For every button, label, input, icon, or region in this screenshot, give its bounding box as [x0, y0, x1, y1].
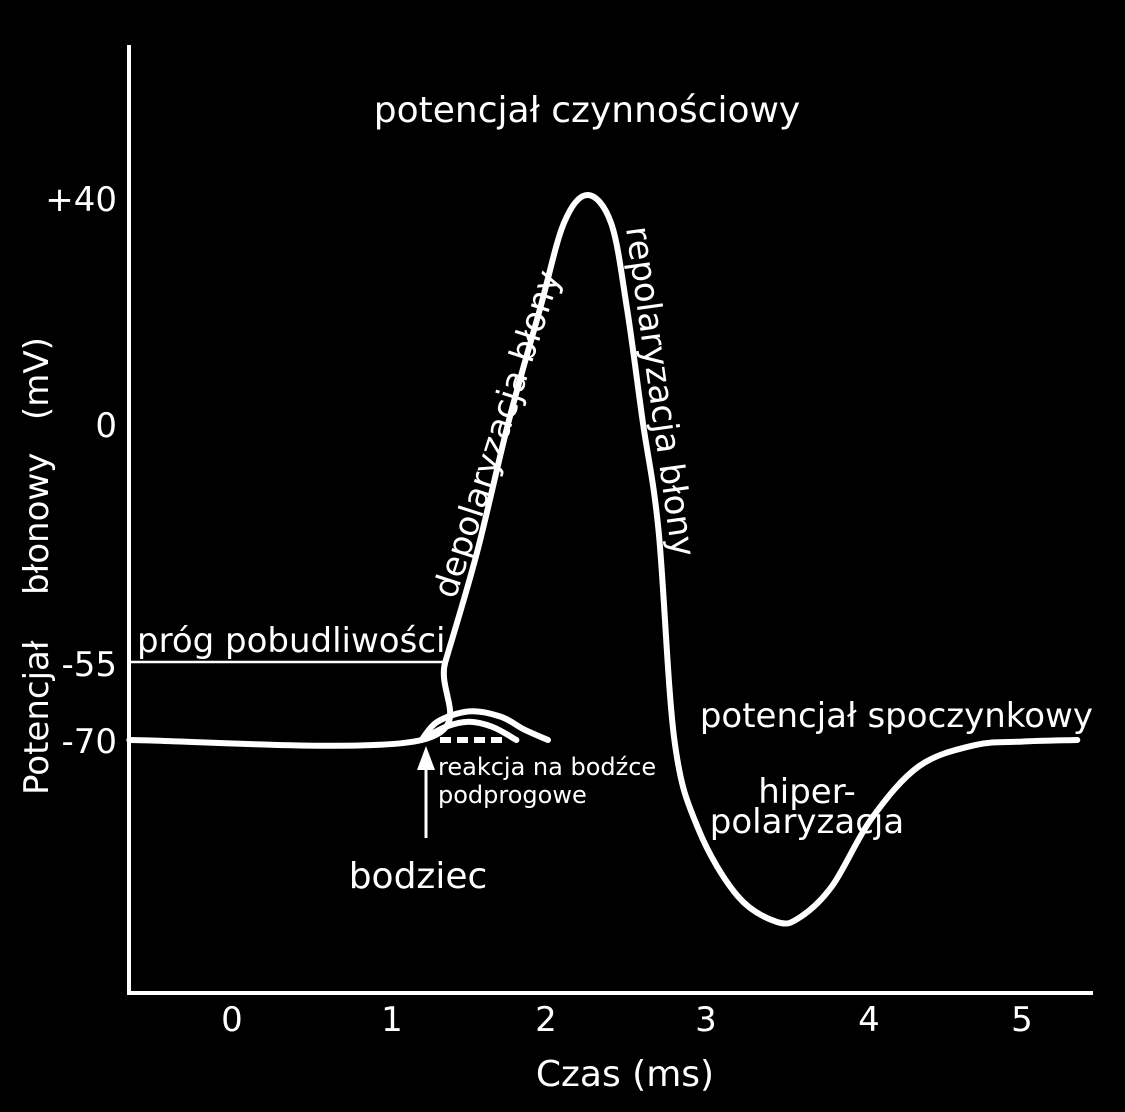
subthreshold-label-line1: reakcja na bodźce	[438, 753, 656, 781]
y-tick-label-minus70: -70	[61, 722, 117, 762]
y-axis-label-part1: Potencjał	[17, 640, 57, 795]
y-axis-label-part2: błonowy	[17, 453, 57, 595]
subthreshold-response-curve-1	[418, 708, 551, 743]
resting-potential-label: potencjał spoczynkowy	[700, 696, 1093, 736]
hyperpolarization-label-line2: polaryzacja	[710, 802, 904, 842]
x-axis-label: Czas (ms)	[536, 1054, 714, 1095]
action-potential-curve	[126, 192, 1081, 927]
x-tick-label-4: 4	[858, 1000, 880, 1040]
x-tick-label-2: 2	[535, 1000, 557, 1040]
depolarization-label: depolaryzacja błony	[426, 266, 570, 603]
x-tick-label-5: 5	[1011, 1000, 1033, 1040]
threshold-label: próg pobudliwości	[137, 621, 445, 661]
stimulus-arrow-head	[417, 746, 435, 770]
y-tick-label-0: 0	[95, 406, 117, 446]
chart-title: potencjał czynnościowy	[374, 90, 800, 131]
y-tick-label-minus55: -55	[61, 645, 117, 685]
x-tick-label-0: 0	[221, 1000, 243, 1040]
subthreshold-label-line2: podprogowe	[438, 781, 587, 809]
y-tick-label-plus40: +40	[45, 180, 117, 220]
x-tick-label-3: 3	[695, 1000, 717, 1040]
stimulus-label: bodziec	[349, 856, 488, 897]
x-tick-label-1: 1	[381, 1000, 403, 1040]
hyperpolarization-label-line1: hiper-	[758, 772, 856, 812]
repolarization-label: repolaryzacja błony	[617, 224, 703, 559]
y-axis-label-part3: (mV)	[17, 337, 57, 420]
